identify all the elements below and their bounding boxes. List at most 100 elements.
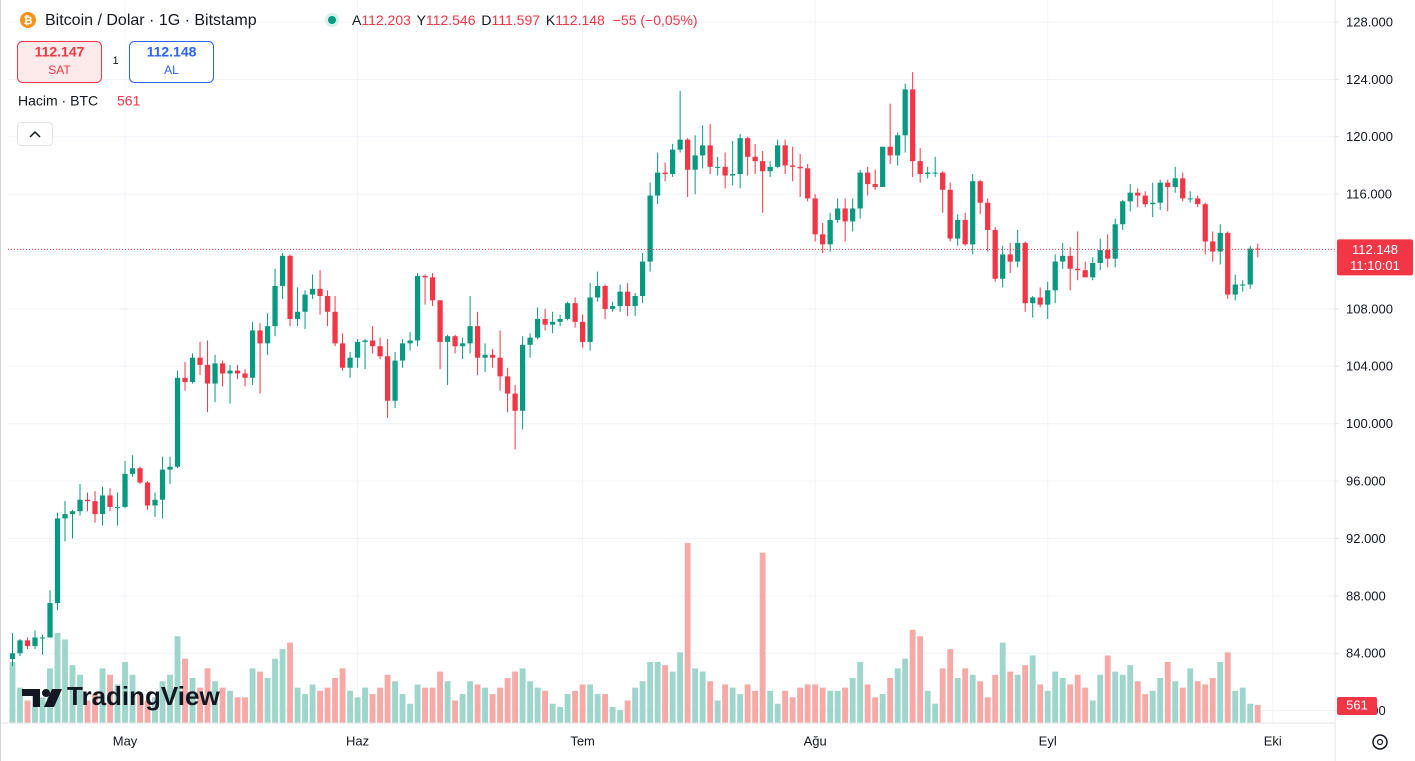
candle-body xyxy=(579,321,586,342)
volume-bar xyxy=(1014,674,1021,723)
candle-body xyxy=(1097,250,1103,264)
volume-bar xyxy=(1044,690,1051,723)
candle-body xyxy=(249,330,256,378)
candle-body xyxy=(955,219,961,239)
candle-body xyxy=(895,135,901,156)
candle-body xyxy=(279,255,286,286)
volume-bar xyxy=(609,706,616,723)
candle-body xyxy=(392,360,398,401)
volume-bar xyxy=(624,700,631,723)
candle-body xyxy=(1202,204,1208,242)
candle-body xyxy=(962,219,968,245)
candle-body xyxy=(242,373,248,378)
volume-bar xyxy=(744,684,751,723)
volume-bar xyxy=(474,684,481,723)
buy-button[interactable]: 112.148 AL xyxy=(129,41,214,83)
candle-body xyxy=(459,343,466,347)
settings-button[interactable] xyxy=(1372,734,1388,750)
candle-body xyxy=(677,139,683,150)
volume-bar xyxy=(452,700,459,723)
candle-body xyxy=(812,198,818,235)
volume-bar xyxy=(699,671,706,723)
volume-bar xyxy=(812,684,819,723)
volume-bar xyxy=(1247,703,1254,723)
x-tick-label: Eyl xyxy=(1039,733,1057,748)
volume-bar xyxy=(317,690,323,723)
candle-body xyxy=(467,326,473,344)
candle-body xyxy=(549,321,556,325)
candle-body xyxy=(902,89,908,136)
volume-bar xyxy=(782,690,789,723)
candle-body xyxy=(489,354,496,358)
volume-bar xyxy=(894,668,901,723)
volume-bar xyxy=(1187,668,1194,723)
volume-bar xyxy=(272,658,278,723)
quantity[interactable]: 1 xyxy=(112,55,118,67)
volume-bar xyxy=(1194,681,1201,723)
volume-bar xyxy=(92,694,98,723)
candle-body xyxy=(504,376,511,394)
candle-body xyxy=(572,303,578,322)
high-value: 112.546 xyxy=(426,12,476,28)
logo-dot xyxy=(42,689,50,697)
volume-bar xyxy=(1007,671,1014,723)
volume-bar xyxy=(1149,690,1156,723)
candle-body xyxy=(842,208,848,222)
candle-body xyxy=(1187,198,1193,200)
candle-body xyxy=(1090,263,1096,278)
volume-bar xyxy=(1172,681,1179,723)
volume-bar xyxy=(324,687,331,723)
candle-body xyxy=(167,466,173,470)
volume-bar xyxy=(384,674,391,723)
volume-bar xyxy=(1202,684,1209,723)
candle-body xyxy=(354,341,361,358)
volume-bar xyxy=(827,690,834,723)
candle-body xyxy=(444,336,451,342)
volume-bar xyxy=(864,684,871,723)
volume-bar xyxy=(122,661,128,723)
candle-body xyxy=(62,514,68,519)
candle-body xyxy=(429,277,436,301)
x-tick-label: Tem xyxy=(570,733,595,748)
volume-bar xyxy=(159,681,166,723)
volume-bar xyxy=(152,697,158,723)
watermark: TradingView xyxy=(22,681,220,711)
ohlc-legend: A112.203 Y112.546 D111.597 K112.148 −55 … xyxy=(352,12,698,28)
candle-body xyxy=(557,318,563,322)
candle-body xyxy=(790,165,796,167)
volume-bar xyxy=(377,687,383,723)
volume-bar xyxy=(1112,671,1119,723)
volume-bar xyxy=(534,687,541,723)
candle-body xyxy=(407,340,413,344)
candle-body xyxy=(910,89,916,162)
candle-body xyxy=(1045,290,1051,305)
y-tick-label: 96.000 xyxy=(1346,474,1386,489)
candle-body xyxy=(272,285,278,327)
buy-label: AL xyxy=(164,63,179,77)
sell-box xyxy=(17,41,102,83)
volume-bar xyxy=(1037,684,1044,723)
candle-body xyxy=(347,357,353,368)
volume-bar xyxy=(279,649,286,723)
candle-body xyxy=(700,145,706,156)
volume-bar xyxy=(962,668,969,723)
close-label: K xyxy=(546,12,556,28)
volume-bar xyxy=(362,687,368,723)
candle-body xyxy=(564,303,571,319)
high-label: Y xyxy=(417,12,427,28)
sell-button[interactable]: 112.147 SAT xyxy=(17,41,102,83)
volume-last: 561 xyxy=(117,93,141,109)
candle-body xyxy=(1007,254,1013,262)
volume-bar xyxy=(204,668,211,723)
candle-body xyxy=(339,343,346,368)
candle-body xyxy=(302,294,308,312)
candle-body xyxy=(970,181,976,245)
candle-body xyxy=(722,166,728,176)
grid xyxy=(8,0,1335,723)
volume-bar xyxy=(819,687,826,723)
collapse-button[interactable] xyxy=(17,122,53,146)
volume-bar xyxy=(549,703,556,723)
candle-body xyxy=(54,518,61,604)
volume-bar xyxy=(129,674,136,723)
